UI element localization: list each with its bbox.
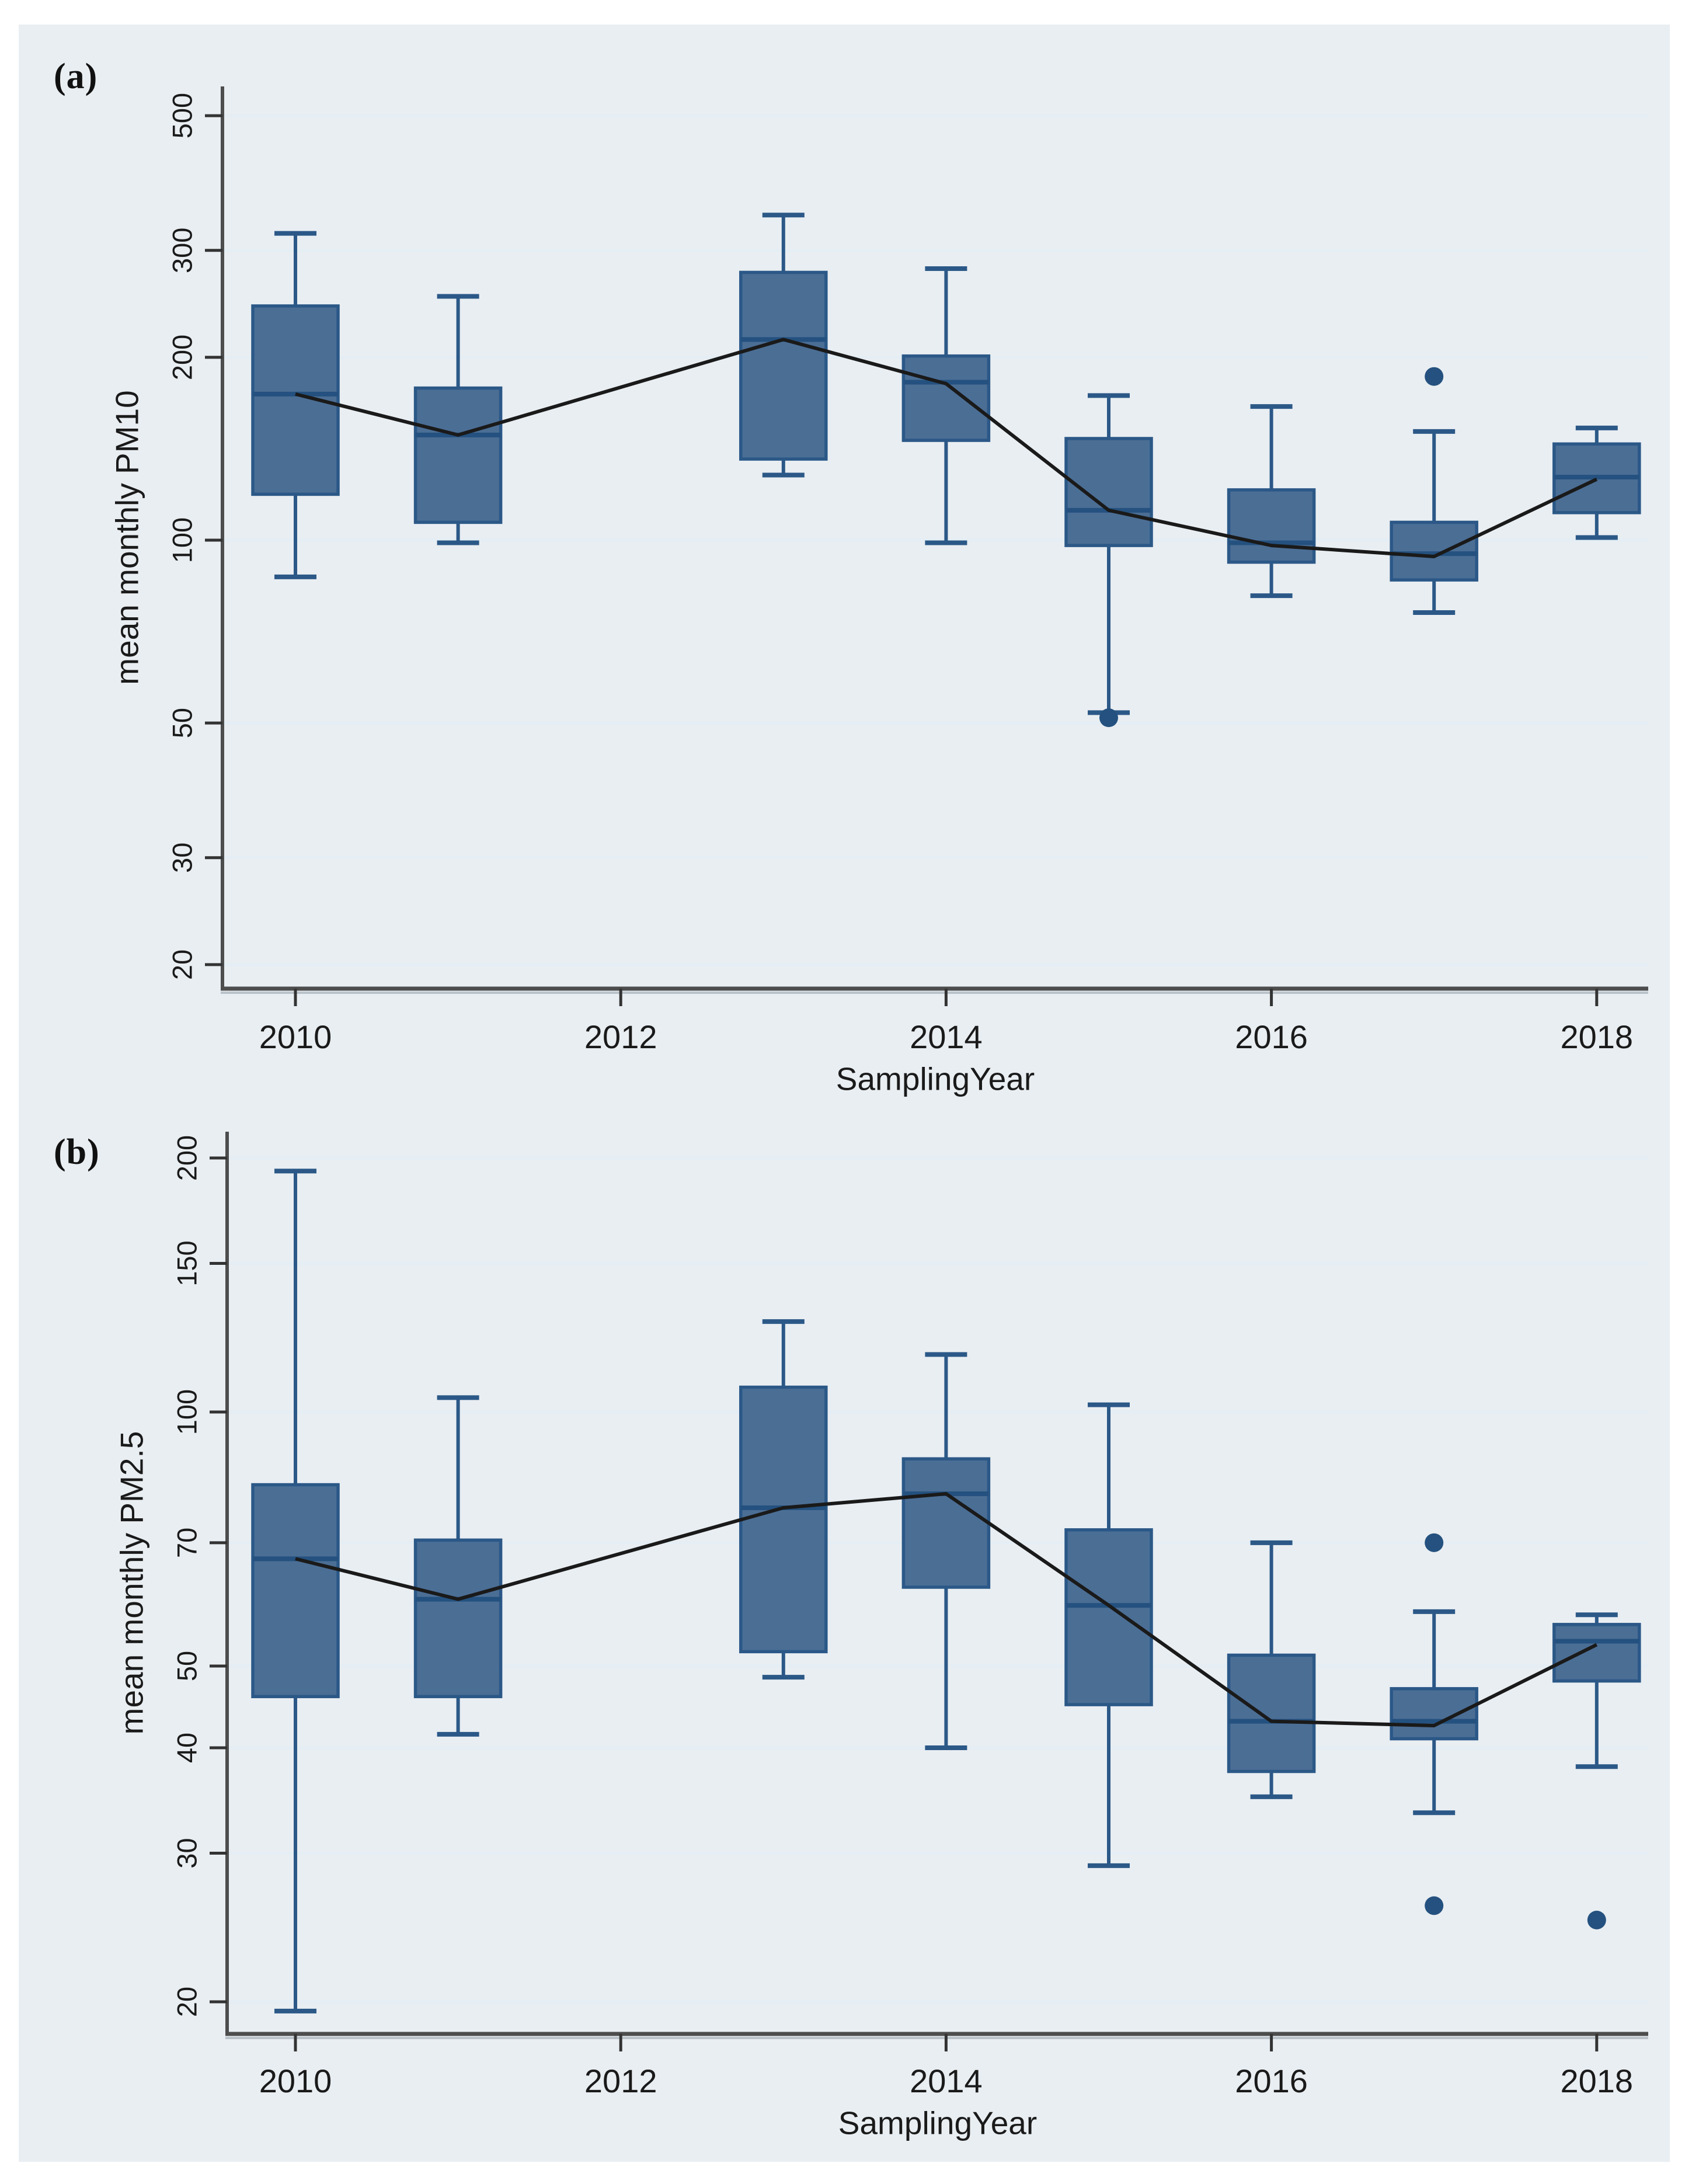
y-tick-label: 30 <box>166 843 197 873</box>
y-tick-label: 70 <box>171 1528 202 1558</box>
x-tick-label: 2014 <box>910 1018 983 1055</box>
y-axis-title: mean monthly PM2.5 <box>114 1431 150 1735</box>
box-2016 <box>1227 488 1316 564</box>
x-tick-label: 2016 <box>1235 1018 1308 1055</box>
y-tick-label: 150 <box>171 1240 202 1286</box>
y-tick-label: 20 <box>166 950 197 980</box>
panel-b-label: (b) <box>54 1132 100 1172</box>
outlier-dot-2017 <box>1425 1896 1444 1915</box>
x-axis-title: SamplingYear <box>836 1061 1035 1097</box>
y-tick-label: 200 <box>171 1135 202 1181</box>
y-axis-title: mean monthly PM10 <box>109 390 145 684</box>
x-tick-label: 2010 <box>259 2063 332 2099</box>
y-tick-label: 200 <box>166 335 197 380</box>
y-tick-label: 50 <box>171 1651 202 1681</box>
mean-line <box>295 338 1598 558</box>
box-2013 <box>739 270 828 461</box>
x-tick-label: 2010 <box>259 1018 332 1055</box>
y-tick-label: 100 <box>166 517 197 563</box>
box-2017 <box>1390 1687 1478 1741</box>
box-2011 <box>413 386 503 524</box>
y-tick-label: 20 <box>171 1987 202 2017</box>
box-2015 <box>1064 437 1153 547</box>
box-2011 <box>413 1538 503 1699</box>
y-tick-label: 50 <box>166 708 197 738</box>
x-tick-label: 2014 <box>910 2063 983 2099</box>
outlier-dot-2018 <box>1587 1910 1606 1929</box>
box-2014 <box>901 354 991 442</box>
x-tick-label: 2016 <box>1235 2063 1308 2099</box>
box-2010 <box>251 1483 340 1699</box>
panel-a-label: (a) <box>54 57 98 96</box>
box-2018 <box>1552 1623 1641 1683</box>
x-tick-label: 2018 <box>1561 2063 1634 2099</box>
outlier-dot-2017 <box>1425 1533 1444 1552</box>
y-tick-label: 40 <box>171 1733 202 1763</box>
box-2016 <box>1227 1653 1316 1773</box>
outlier-dot-2015 <box>1099 708 1118 728</box>
box-2013 <box>739 1385 828 1654</box>
outlier-dot-2017 <box>1425 367 1444 386</box>
x-tick-label: 2012 <box>584 1018 657 1055</box>
box-2015 <box>1064 1528 1153 1706</box>
y-tick-label: 500 <box>166 93 197 138</box>
box-2017 <box>1390 520 1478 582</box>
box-2014 <box>901 1457 991 1589</box>
x-tick-label: 2012 <box>584 2063 657 2099</box>
x-axis-title: SamplingYear <box>838 2105 1037 2141</box>
mean-line <box>295 1492 1598 1727</box>
x-tick-label: 2018 <box>1561 1018 1634 1055</box>
y-tick-label: 30 <box>171 1838 202 1868</box>
y-tick-label: 100 <box>171 1389 202 1435</box>
y-tick-label: 300 <box>166 228 197 273</box>
